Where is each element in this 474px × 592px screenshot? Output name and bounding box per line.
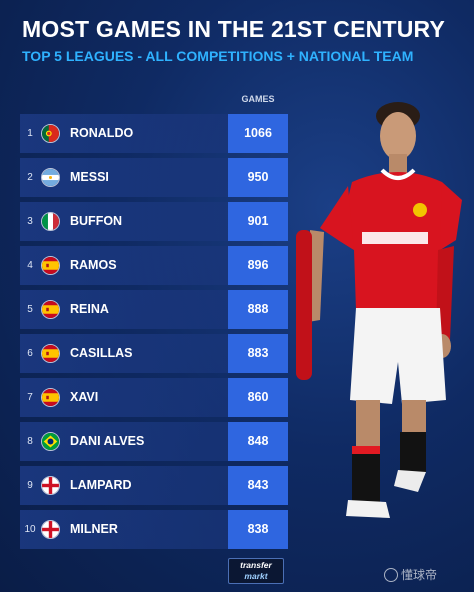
player-name: DANI ALVES bbox=[70, 434, 145, 448]
games-value: 883 bbox=[228, 334, 288, 373]
table-row: 1 RONALDO 1066 bbox=[20, 114, 288, 153]
brazil-flag-icon bbox=[41, 432, 60, 451]
games-value: 848 bbox=[228, 422, 288, 461]
chart-subtitle: TOP 5 LEAGUES - ALL COMPETITIONS + NATIO… bbox=[22, 48, 414, 64]
player-name: RAMOS bbox=[70, 258, 117, 272]
ranking-table: 1 RONALDO 1066 2 MESSI 950 3 BUFFON 901 4 RAMOS 896… bbox=[20, 114, 320, 554]
portugal-flag-icon bbox=[41, 124, 60, 143]
italy-flag-icon bbox=[41, 212, 60, 231]
table-row: 8 DANI ALVES 848 bbox=[20, 422, 288, 461]
player-name: CASILLAS bbox=[70, 346, 133, 360]
rank-label: 9 bbox=[27, 480, 33, 491]
england-flag-icon bbox=[41, 520, 60, 539]
games-value: 843 bbox=[228, 466, 288, 505]
player-name: MILNER bbox=[70, 522, 118, 536]
player-name: REINA bbox=[70, 302, 109, 316]
table-row: 9 LAMPARD 843 bbox=[20, 466, 288, 505]
watermark: 懂球帝 bbox=[384, 566, 437, 583]
games-value: 888 bbox=[228, 290, 288, 329]
watermark-text: 懂球帝 bbox=[401, 568, 438, 582]
games-value: 860 bbox=[228, 378, 288, 417]
england-flag-icon bbox=[41, 476, 60, 495]
games-value: 901 bbox=[228, 202, 288, 241]
games-value: 896 bbox=[228, 246, 288, 285]
rank-label: 1 bbox=[27, 128, 33, 139]
rank-label: 8 bbox=[27, 436, 33, 447]
argentina-flag-icon bbox=[41, 168, 60, 187]
transfermarkt-logo: transfer markt bbox=[228, 558, 284, 584]
table-row: 5 REINA 888 bbox=[20, 290, 288, 329]
rank-label: 2 bbox=[27, 172, 33, 183]
table-row: 4 RAMOS 896 bbox=[20, 246, 288, 285]
games-value: 950 bbox=[228, 158, 288, 197]
rank-label: 7 bbox=[27, 392, 33, 403]
table-row: 10 MILNER 838 bbox=[20, 510, 288, 549]
table-row: 7 XAVI 860 bbox=[20, 378, 288, 417]
games-value: 838 bbox=[228, 510, 288, 549]
table-row: 2 MESSI 950 bbox=[20, 158, 288, 197]
logo-line-1: transfer bbox=[240, 560, 272, 570]
games-column-header: GAMES bbox=[241, 94, 275, 104]
spain-flag-icon bbox=[41, 344, 60, 363]
player-name: LAMPARD bbox=[70, 478, 132, 492]
rank-label: 5 bbox=[27, 304, 33, 315]
spain-flag-icon bbox=[41, 256, 60, 275]
table-row: 6 CASILLAS 883 bbox=[20, 334, 288, 373]
player-name: MESSI bbox=[70, 170, 109, 184]
rank-label: 6 bbox=[27, 348, 33, 359]
rank-label: 4 bbox=[27, 260, 33, 271]
spain-flag-icon bbox=[41, 388, 60, 407]
logo-line-2: markt bbox=[244, 571, 268, 581]
ball-icon bbox=[384, 568, 398, 582]
rank-label: 3 bbox=[27, 216, 33, 227]
rank-label: 10 bbox=[24, 524, 36, 535]
player-name: XAVI bbox=[70, 390, 99, 404]
player-name: RONALDO bbox=[70, 126, 134, 140]
games-value: 1066 bbox=[228, 114, 288, 153]
chart-title: MOST GAMES IN THE 21ST CENTURY bbox=[22, 16, 446, 42]
table-row: 3 BUFFON 901 bbox=[20, 202, 288, 241]
spain-flag-icon bbox=[41, 300, 60, 319]
player-name: BUFFON bbox=[70, 214, 123, 228]
player-photo bbox=[296, 102, 462, 518]
